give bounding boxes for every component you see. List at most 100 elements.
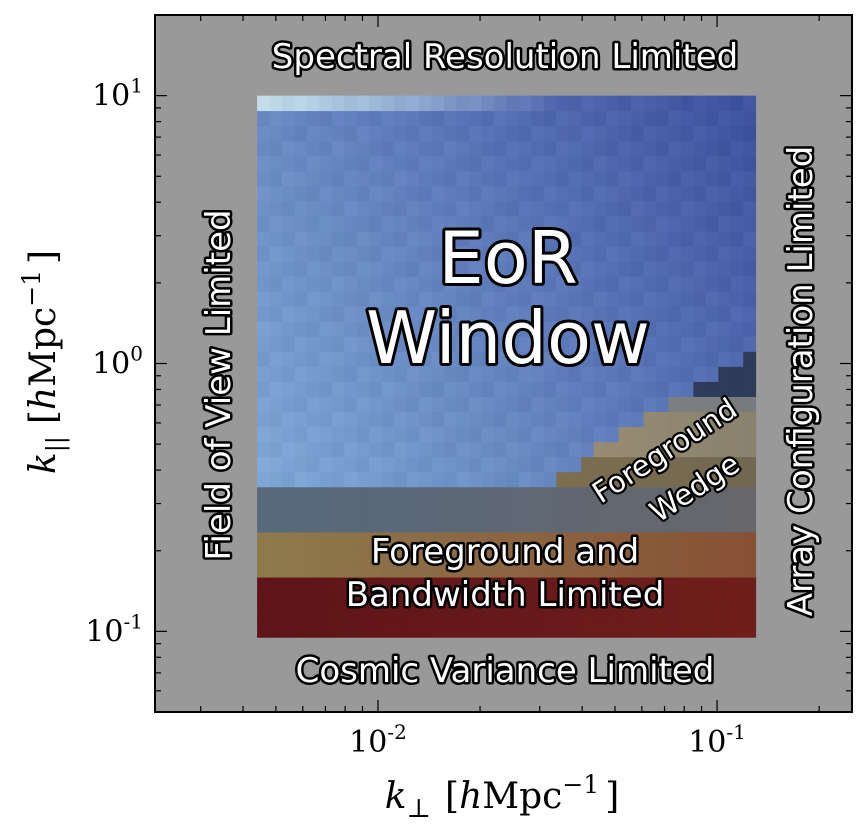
heatmap-cell [331,562,345,578]
heatmap-cell [506,276,520,292]
heatmap-cell [518,532,532,548]
heatmap-cell [331,185,345,202]
heatmap-cell [705,261,719,277]
heatmap-cell [381,471,395,488]
heatmap-cell [730,306,744,322]
heatmap-cell [693,261,707,277]
heatmap-cell [468,486,482,503]
heatmap-cell [593,276,607,292]
heatmap-cell [531,486,545,503]
heatmap-cell [419,246,432,262]
heatmap-cell [306,155,320,172]
heatmap-cell [643,321,657,337]
heatmap-cell [581,456,595,473]
heatmap-cell [282,441,295,458]
heatmap-cell [331,396,345,413]
heatmap-cell [481,110,495,127]
heatmap-cell [493,125,507,142]
heatmap-cell [294,155,308,172]
heatmap-cell [668,291,682,307]
heatmap-cell [631,170,644,187]
heatmap-cell [319,246,333,262]
heatmap-cell [718,291,732,307]
heatmap-cell [693,381,707,397]
heatmap-cell [369,140,383,157]
heatmap-cell [743,396,757,413]
heatmap-cell [643,592,657,608]
heatmap-cell [655,306,669,322]
heatmap-cell [431,95,445,112]
heatmap-cell [643,170,657,187]
heatmap-cell [369,471,383,488]
heatmap-cell [531,411,545,428]
heatmap-cell [444,532,457,548]
heatmap-cell [556,486,570,503]
heatmap-cell [693,246,707,262]
heatmap-cell [680,411,694,428]
heatmap-cell [444,125,457,142]
y-axis-label: k||[hMpc−1] [17,250,71,474]
heatmap-cell [506,577,520,593]
heatmap-cell [468,216,482,232]
heatmap-cell [643,125,657,142]
heatmap-cell [381,261,395,277]
heatmap-cell [294,261,308,277]
heatmap-cell [730,486,744,503]
heatmap-cell [730,336,744,352]
heatmap-cell [394,336,408,352]
heatmap-cell [493,216,507,232]
heatmap-cell [468,351,482,367]
heatmap-cell [543,261,557,277]
heatmap-cell [693,607,707,623]
heatmap-cell [593,216,607,232]
heatmap-cell [444,396,457,413]
heatmap-cell [606,411,619,428]
heatmap-cell [481,471,495,488]
heatmap-cell [282,321,295,337]
heatmap-cell [655,471,669,488]
heatmap-cell [568,95,582,112]
heatmap-cell [306,366,320,382]
heatmap-cell [730,231,744,247]
heatmap-cell [331,532,345,548]
heatmap-cell [306,486,320,503]
heatmap-cell [543,351,557,367]
heatmap-cell [568,532,582,548]
heatmap-cell [518,577,532,593]
heatmap-cell [581,216,595,232]
heatmap-cell [581,366,595,382]
heatmap-cell [394,411,408,428]
heatmap-cell [593,441,607,458]
heatmap-cell [306,607,320,623]
heatmap-cell [269,276,283,292]
heatmap-cell [294,291,308,307]
heatmap-cell [581,426,595,443]
heatmap-cell [319,170,333,187]
heatmap-cell [456,441,470,458]
heatmap-cell [456,622,470,638]
heatmap-cell [294,577,308,593]
heatmap-cell [269,411,283,428]
heatmap-cell [618,396,632,413]
heatmap-cell [606,321,619,337]
heatmap-cell [568,110,582,127]
heatmap-cell [282,516,295,533]
heatmap-cell [356,261,370,277]
heatmap-cell [718,276,732,292]
heatmap-cell [331,471,345,488]
heatmap-cell [456,185,470,202]
heatmap-cell [269,291,283,307]
heatmap-cell [568,291,582,307]
heatmap-cell [431,291,445,307]
heatmap-cell [319,200,333,217]
heatmap-cell [543,456,557,473]
heatmap-cell [556,426,570,443]
heatmap-cell [743,456,757,473]
heatmap-cell [668,411,682,428]
heatmap-cell [618,351,632,367]
heatmap-cell [306,622,320,638]
heatmap-cell [718,125,732,142]
heatmap-cell [680,200,694,217]
heatmap-cell [444,501,457,518]
heatmap-cell [668,456,682,473]
